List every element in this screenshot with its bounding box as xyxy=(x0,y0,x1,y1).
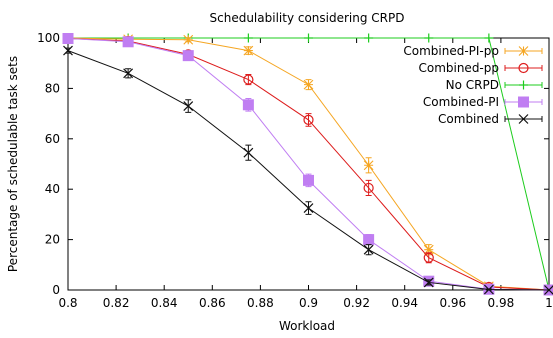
data-point xyxy=(62,33,74,45)
y-tick-label: 20 xyxy=(45,233,60,247)
x-axis-title: Workload xyxy=(279,319,335,333)
plot-frame xyxy=(67,37,550,291)
x-tick-label: 0.9 xyxy=(299,296,318,310)
data-point xyxy=(364,33,374,43)
series-combined xyxy=(63,45,553,295)
data-point xyxy=(243,45,254,56)
series-line xyxy=(68,37,550,291)
legend-label: Combined-PI xyxy=(423,95,499,109)
y-tick-label: 60 xyxy=(45,132,60,146)
x-tick-label: 0.96 xyxy=(439,296,466,310)
y-tick-label: 100 xyxy=(37,31,60,45)
axis-ticks: 0.8 0.82 0.84 0.86 0.88 0.9 0.92 0.94 0.96 0.98 10… xyxy=(37,31,553,310)
data-point xyxy=(303,203,314,214)
data-point xyxy=(363,234,375,246)
series-line xyxy=(67,38,550,291)
x-tick-label: 0.88 xyxy=(247,296,274,310)
legend-marker xyxy=(519,80,528,90)
legend-marker xyxy=(518,46,529,56)
x-tick-label: 1 xyxy=(545,296,553,310)
data-point xyxy=(484,33,494,43)
data-point xyxy=(303,79,314,90)
data-point xyxy=(424,33,434,43)
data-point xyxy=(363,160,374,171)
data-point xyxy=(304,33,313,43)
data-point xyxy=(243,33,253,43)
legend-errorbar-cap xyxy=(504,82,543,88)
series-line xyxy=(67,37,550,291)
y-tick-label: 40 xyxy=(45,182,60,196)
y-tick-label: 80 xyxy=(45,81,60,95)
x-tick-label: 0.98 xyxy=(488,296,515,310)
x-tick-label: 0.86 xyxy=(199,296,226,310)
x-tick-label: 0.84 xyxy=(151,296,178,310)
legend-label: No CRPD xyxy=(446,78,499,92)
legend-errorbar-cap xyxy=(504,99,543,105)
y-axis-title: Percentage of schedulable task sets xyxy=(6,56,20,272)
error-bar xyxy=(365,179,372,196)
data-point xyxy=(183,34,194,45)
data-point xyxy=(242,99,254,111)
data-point xyxy=(122,36,134,48)
data-point xyxy=(243,147,254,158)
legend-label: Combined-pp xyxy=(418,61,499,75)
data-point xyxy=(123,68,134,79)
data-point xyxy=(363,182,374,194)
data-point xyxy=(423,252,434,263)
legend-label: Combined-PI-pp xyxy=(403,44,499,58)
data-point xyxy=(483,284,494,295)
x-tick-label: 0.82 xyxy=(103,296,130,310)
x-tick-label: 0.92 xyxy=(343,296,370,310)
legend-errorbar-cap xyxy=(504,48,543,54)
data-point xyxy=(544,285,553,295)
legend-errorbar-cap xyxy=(504,65,543,71)
x-tick-label: 0.8 xyxy=(58,296,77,310)
data-point xyxy=(243,74,254,85)
data-point xyxy=(303,114,314,126)
series-layer xyxy=(62,33,553,296)
data-point xyxy=(182,50,194,62)
data-point xyxy=(63,45,73,56)
legend-marker xyxy=(518,96,529,108)
data-point xyxy=(423,244,434,255)
legend-errorbar-cap xyxy=(504,116,543,122)
x-tick-label: 0.94 xyxy=(391,296,418,310)
data-point xyxy=(423,277,434,288)
y-tick-label: 0 xyxy=(52,283,60,297)
chart-title: Schedulability considering CRPD xyxy=(210,11,405,25)
legend-marker xyxy=(518,114,529,124)
legend: Combined-PI-pp Combined-pp No CRPD Combined… xyxy=(403,44,543,126)
data-point xyxy=(363,244,374,255)
data-point xyxy=(183,101,194,111)
data-point xyxy=(303,174,314,186)
legend-marker xyxy=(518,62,529,74)
series-line xyxy=(67,38,550,291)
legend-label: Combined xyxy=(438,112,499,126)
